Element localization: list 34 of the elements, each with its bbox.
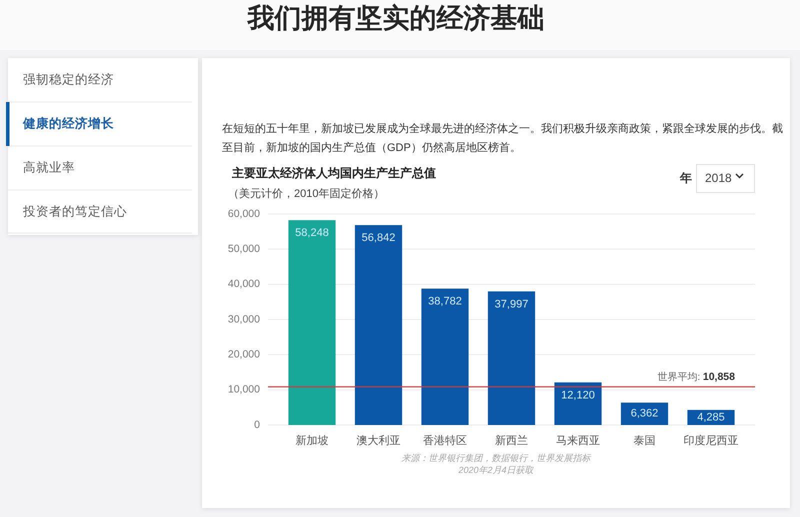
y-tick-label: 40,000: [228, 278, 260, 290]
x-tick-label: 印度尼西亚: [684, 434, 738, 447]
x-tick-label: 新加坡: [296, 434, 328, 447]
source-note: 2020年2月4日获取: [458, 465, 534, 475]
x-tick-label: 新西兰: [495, 434, 528, 447]
y-tick-label: 60,000: [228, 208, 260, 220]
nav-item: 投资者的笃定信心: [23, 204, 127, 218]
ref-line-label: 世界平均: 10,858: [657, 370, 735, 383]
data-label: 58,248: [295, 227, 329, 240]
x-tick-label: 泰国: [634, 434, 656, 447]
y-tick-label: 0: [254, 418, 260, 431]
year-label: 年: [680, 171, 692, 186]
data-label: 4,285: [697, 411, 725, 424]
chart-title: 主要亚太经济体人均国内生产生产总值: [232, 166, 436, 180]
y-tick-label: 50,000: [228, 242, 260, 255]
chart-subtitle: （美元计价，2010年固定价格）: [228, 188, 384, 200]
x-tick-label: 马来西亚: [556, 434, 600, 447]
x-tick-label: 香港特区: [423, 434, 467, 447]
data-label: 56,842: [362, 232, 396, 244]
y-tick-label: 10,000: [228, 384, 260, 396]
x-tick-label: 澳大利亚: [356, 434, 400, 447]
page-heading: 我们拥有坚实的经济基础: [248, 3, 544, 33]
nav-item: 高就业率: [23, 160, 75, 174]
source-note: 来源：世界银行集团，数据银行，世界发展指标: [402, 453, 590, 463]
data-label: 6,362: [630, 408, 658, 420]
nav-item: 健康的经济增长: [23, 116, 114, 130]
y-tick-label: 30,000: [228, 313, 260, 326]
y-tick-label: 20,000: [228, 348, 260, 360]
nav-item: 强韧稳定的经济: [23, 72, 114, 86]
data-label: 38,782: [428, 296, 462, 308]
data-label: 37,997: [494, 298, 528, 310]
intro-paragraph: 在短短的五十年里，新加坡已发展成为全球最先进的经济体之一。我们积极升级亲商政策，紧跟全球发展的步伐。截至目前，新加坡的国内生产总值（GDP）仍然高居地区榜首。: [222, 123, 783, 154]
year-select: 2018: [696, 164, 755, 193]
data-label: 12,120: [561, 389, 595, 402]
